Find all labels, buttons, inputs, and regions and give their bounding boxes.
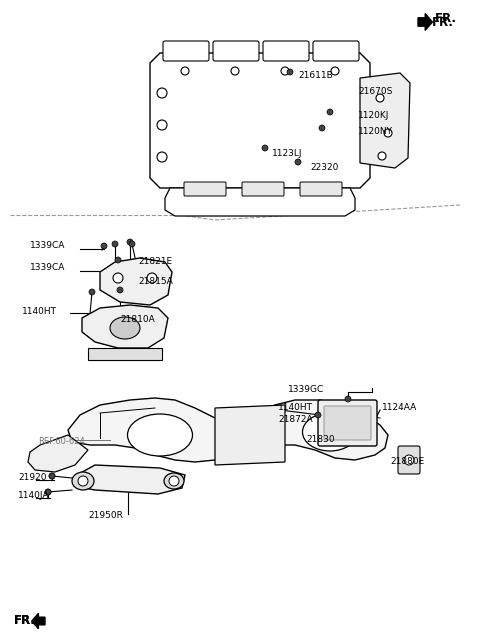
Text: 21950R: 21950R [88, 512, 123, 521]
Text: FR.: FR. [14, 614, 36, 627]
FancyBboxPatch shape [213, 41, 259, 61]
Polygon shape [82, 305, 168, 348]
Text: 1339CA: 1339CA [30, 263, 65, 272]
Circle shape [115, 257, 121, 263]
Circle shape [331, 67, 339, 75]
FancyBboxPatch shape [324, 406, 371, 440]
Text: 1123LJ: 1123LJ [272, 148, 302, 157]
Circle shape [49, 473, 55, 479]
Circle shape [157, 120, 167, 130]
Circle shape [327, 109, 333, 115]
Text: 21670S: 21670S [358, 87, 392, 96]
Text: 21830: 21830 [306, 435, 335, 444]
FancyBboxPatch shape [313, 41, 359, 61]
Polygon shape [28, 435, 88, 472]
Circle shape [281, 67, 289, 75]
Text: 21810A: 21810A [120, 315, 155, 324]
Circle shape [49, 473, 55, 479]
Circle shape [78, 476, 88, 486]
Circle shape [287, 69, 293, 75]
Circle shape [112, 241, 118, 247]
Circle shape [169, 476, 179, 486]
Text: 1120NY: 1120NY [358, 128, 393, 137]
Circle shape [319, 125, 325, 131]
Circle shape [295, 159, 301, 165]
Circle shape [45, 489, 51, 495]
FancyBboxPatch shape [398, 446, 420, 474]
Circle shape [157, 88, 167, 98]
Text: 21920: 21920 [18, 474, 47, 483]
Circle shape [231, 67, 239, 75]
Polygon shape [100, 258, 172, 305]
Polygon shape [32, 613, 45, 629]
Text: 21821E: 21821E [138, 257, 172, 266]
Circle shape [262, 145, 268, 151]
Circle shape [89, 289, 95, 295]
FancyBboxPatch shape [263, 41, 309, 61]
Polygon shape [418, 13, 432, 30]
Polygon shape [150, 53, 370, 188]
Text: 21815A: 21815A [138, 277, 173, 286]
Text: 21872A: 21872A [278, 415, 312, 424]
FancyBboxPatch shape [242, 182, 284, 196]
Circle shape [147, 273, 157, 283]
Text: 1339GC: 1339GC [288, 385, 324, 394]
Circle shape [345, 396, 351, 402]
Text: 1140HT: 1140HT [278, 403, 313, 412]
Text: FR.: FR. [432, 15, 454, 28]
Polygon shape [165, 188, 355, 216]
Text: FR.: FR. [435, 12, 457, 24]
Text: REF.60-624: REF.60-624 [38, 437, 85, 446]
Text: 1120KJ: 1120KJ [358, 110, 389, 119]
Text: 1339CA: 1339CA [30, 241, 65, 250]
Text: 22320: 22320 [310, 164, 338, 173]
Circle shape [127, 239, 133, 245]
Circle shape [45, 489, 51, 495]
Text: 21611B: 21611B [298, 71, 333, 80]
Circle shape [129, 241, 135, 247]
FancyBboxPatch shape [184, 182, 226, 196]
Polygon shape [215, 405, 285, 465]
Circle shape [378, 152, 386, 160]
Text: FR.: FR. [14, 614, 36, 627]
Circle shape [376, 94, 384, 102]
Circle shape [157, 152, 167, 162]
Ellipse shape [72, 472, 94, 490]
Circle shape [384, 129, 392, 137]
Circle shape [404, 455, 414, 465]
Ellipse shape [302, 413, 358, 451]
Circle shape [101, 243, 107, 249]
Circle shape [181, 67, 189, 75]
Text: 21880E: 21880E [390, 458, 424, 467]
FancyBboxPatch shape [318, 400, 377, 446]
Text: 1124AA: 1124AA [382, 404, 417, 413]
Polygon shape [360, 73, 410, 168]
FancyBboxPatch shape [300, 182, 342, 196]
Ellipse shape [110, 317, 140, 339]
Ellipse shape [164, 473, 184, 489]
Text: 1140HT: 1140HT [22, 306, 57, 315]
Circle shape [113, 273, 123, 283]
Polygon shape [74, 465, 185, 494]
Circle shape [117, 287, 123, 293]
Polygon shape [88, 348, 162, 360]
Polygon shape [68, 398, 388, 462]
Ellipse shape [128, 414, 192, 456]
FancyBboxPatch shape [163, 41, 209, 61]
Circle shape [315, 412, 321, 418]
Text: 1140JA: 1140JA [18, 492, 49, 501]
